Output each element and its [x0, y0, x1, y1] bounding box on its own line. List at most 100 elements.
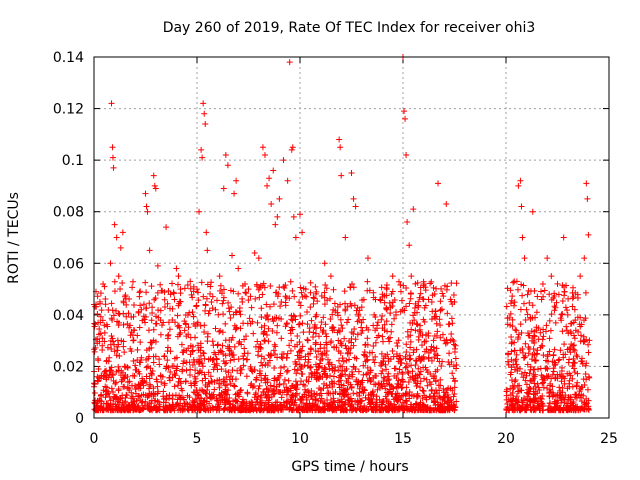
noise-point [399, 376, 406, 383]
noise-point [398, 359, 405, 366]
noise-point [336, 384, 343, 391]
data-point [266, 175, 273, 182]
noise-point [152, 320, 159, 327]
noise-point [334, 309, 341, 316]
noise-point [387, 304, 394, 311]
noise-point [562, 351, 569, 358]
data-point [397, 288, 404, 295]
noise-point [162, 404, 169, 411]
noise-point [523, 372, 530, 379]
noise-point [511, 339, 518, 346]
noise-point [430, 284, 437, 291]
data-point [519, 234, 526, 241]
noise-point [368, 399, 375, 406]
noise-point [521, 407, 528, 414]
noise-point [110, 312, 117, 319]
noise-point [438, 306, 445, 313]
noise-point [177, 400, 184, 407]
noise-point [531, 333, 538, 340]
noise-point [423, 405, 430, 412]
data-point [245, 286, 252, 293]
noise-point [213, 356, 220, 363]
data-point [435, 180, 442, 187]
noise-point [103, 384, 110, 391]
noise-point [227, 357, 234, 364]
noise-point [238, 366, 245, 373]
noise-point [443, 387, 450, 394]
noise-point [567, 396, 574, 403]
noise-point [364, 356, 371, 363]
data-point [404, 219, 411, 226]
noise-point [100, 373, 107, 380]
noise-point [301, 391, 308, 398]
noise-point [182, 378, 189, 385]
y-tick-label: 0.02 [53, 359, 84, 375]
noise-point [572, 317, 579, 324]
noise-point [341, 288, 348, 295]
noise-point [312, 407, 319, 414]
noise-point [137, 288, 144, 295]
noise-point [232, 326, 239, 333]
noise-point [569, 295, 576, 302]
noise-point [548, 311, 555, 318]
noise-point [345, 397, 352, 404]
noise-point [94, 310, 101, 317]
noise-point [240, 362, 247, 369]
data-point [119, 229, 126, 236]
noise-point [436, 316, 443, 323]
data-point [564, 311, 571, 318]
noise-point [187, 285, 194, 292]
noise-point [117, 286, 124, 293]
noise-point [360, 316, 367, 323]
noise-point [422, 302, 429, 309]
noise-point [398, 392, 405, 399]
noise-point [347, 403, 354, 410]
noise-point [339, 355, 346, 362]
noise-point [257, 341, 264, 348]
noise-point [291, 313, 298, 320]
noise-point [384, 391, 391, 398]
noise-point [384, 373, 391, 380]
noise-point [543, 364, 550, 371]
noise-point [170, 289, 177, 296]
noise-point [522, 316, 529, 323]
noise-point [194, 401, 201, 408]
noise-point [167, 348, 174, 355]
noise-point [304, 337, 311, 344]
x-tick-labels: 0 5 10 15 20 25 [90, 431, 618, 447]
noise-point [301, 362, 308, 369]
data-point [233, 177, 240, 184]
noise-point [242, 289, 249, 296]
noise-point [114, 318, 121, 325]
noise-point [229, 367, 236, 374]
data-points [91, 54, 593, 414]
noise-point [233, 325, 240, 332]
noise-point [299, 320, 306, 327]
noise-point [340, 407, 347, 414]
noise-point [439, 396, 446, 403]
noise-point [451, 378, 458, 385]
noise-point [558, 317, 565, 324]
noise-point [219, 329, 226, 336]
noise-point [115, 367, 122, 374]
noise-point [337, 316, 344, 323]
noise-point [423, 367, 430, 374]
noise-point [150, 326, 157, 333]
noise-point [509, 323, 516, 330]
noise-point [254, 338, 261, 345]
noise-point [202, 307, 209, 314]
noise-point [335, 312, 342, 319]
noise-point [101, 329, 108, 336]
noise-point [273, 383, 280, 390]
noise-point [559, 311, 566, 318]
noise-point [335, 337, 342, 344]
noise-point [157, 373, 164, 380]
noise-point [106, 393, 113, 400]
noise-point [129, 284, 136, 291]
noise-point [449, 405, 456, 412]
noise-point [364, 287, 371, 294]
noise-point [324, 400, 331, 407]
noise-point [411, 317, 418, 324]
noise-point [351, 325, 358, 332]
noise-point [248, 304, 255, 311]
